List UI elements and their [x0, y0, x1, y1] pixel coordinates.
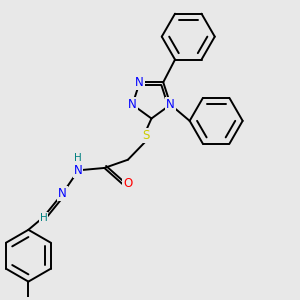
- Text: N: N: [135, 76, 144, 89]
- Text: H: H: [74, 153, 82, 163]
- Text: N: N: [58, 188, 67, 200]
- Text: N: N: [74, 164, 82, 177]
- Text: H: H: [40, 213, 48, 223]
- Text: N: N: [166, 98, 175, 111]
- Text: S: S: [142, 129, 150, 142]
- Text: N: N: [128, 98, 137, 111]
- Text: O: O: [123, 177, 133, 190]
